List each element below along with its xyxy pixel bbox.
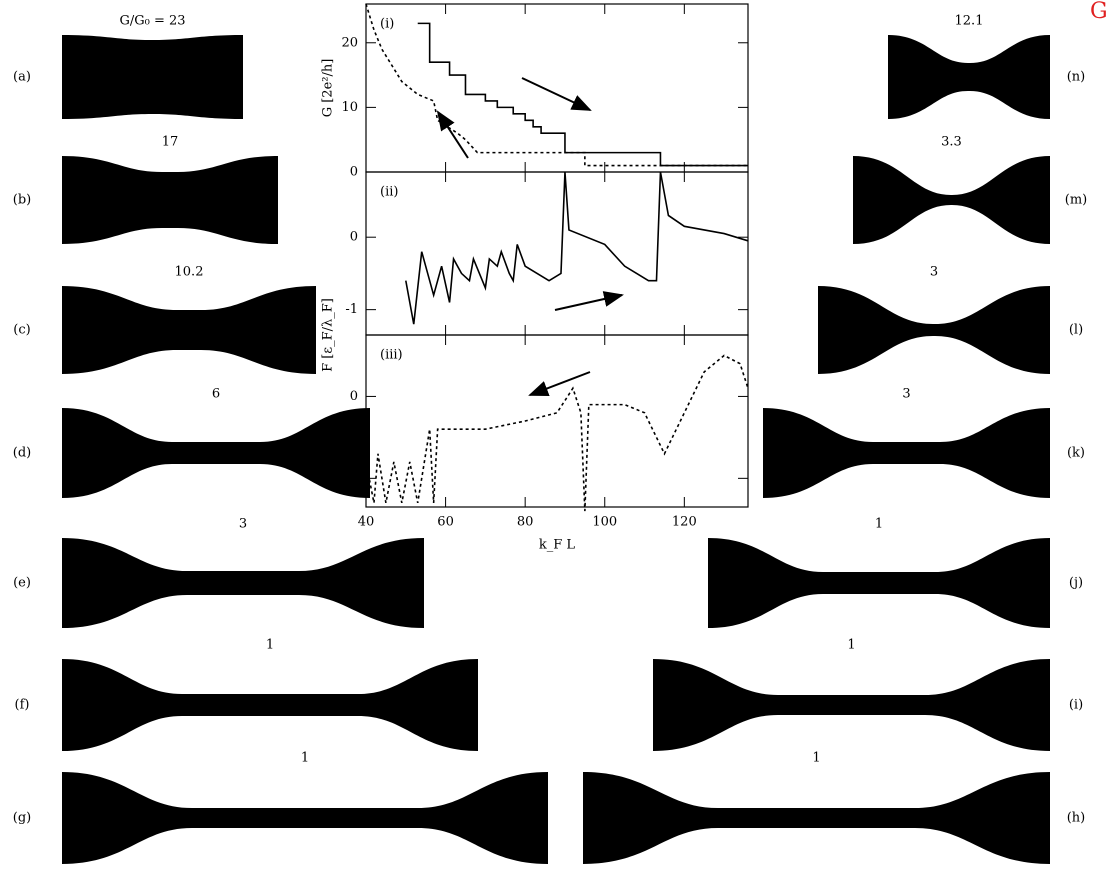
page: G (a) G/G₀ = 23 (b) 17 (c) 10.2 (d) 6 (e) 3 (f) 1 (g… <box>0 0 1107 875</box>
x-axis-label: k_F L <box>539 538 576 553</box>
conductance-label: 6 <box>212 387 220 402</box>
wire-shape <box>763 408 1050 498</box>
x-tick-label: 80 <box>517 515 534 530</box>
figure: G (a) G/G₀ = 23 (b) 17 (c) 10.2 (d) 6 (e) 3 (f) 1 (g… <box>0 0 1107 875</box>
panel-label: (ii) <box>380 185 398 200</box>
panel-frame <box>366 4 748 172</box>
wire-shape <box>583 772 1050 864</box>
wire-label: (n) <box>1067 70 1086 85</box>
wire-label: (l) <box>1069 323 1083 338</box>
wire-label: (b) <box>13 193 31 208</box>
x-tick-label: 100 <box>592 515 617 530</box>
conductance-label: 3 <box>902 387 910 402</box>
data-line <box>406 172 748 324</box>
wire-label: (a) <box>13 70 31 85</box>
wire-label: (f) <box>15 698 30 713</box>
conductance-label: 1 <box>847 638 855 653</box>
wire-shape <box>62 659 478 751</box>
wire-label: (h) <box>1067 811 1086 826</box>
wire-label: (d) <box>13 446 31 461</box>
x-tick-label: 60 <box>437 515 454 530</box>
wire-shape <box>888 35 1050 119</box>
conductance-label: G/G₀ = 23 <box>119 14 185 29</box>
conductance-label: 12.1 <box>955 14 984 29</box>
data-line <box>366 4 748 166</box>
conductance-label: 3 <box>239 517 247 532</box>
y-tick-label: 0 <box>350 389 358 404</box>
arrows <box>438 78 622 395</box>
wire-shape <box>62 538 424 628</box>
arrow <box>522 78 590 110</box>
conductance-label: 1 <box>812 751 820 766</box>
wire-label: (m) <box>1065 193 1087 208</box>
wire-label: (i) <box>1069 698 1083 713</box>
corner-mark: G <box>1090 0 1107 24</box>
wire-shape <box>708 538 1050 628</box>
y-tick-label: 0 <box>350 230 358 245</box>
y-tick-label: -1 <box>345 302 358 317</box>
wire-shape <box>62 35 243 119</box>
arrow <box>555 295 622 310</box>
wire-shape <box>62 772 548 864</box>
data-line <box>366 355 748 511</box>
y-tick-label: 10 <box>341 100 358 115</box>
x-tick-label: 120 <box>672 515 697 530</box>
y-tick-label: 0 <box>350 165 358 180</box>
wire-shape <box>62 408 370 498</box>
conductance-label: 3.3 <box>941 135 962 150</box>
y-tick-label: -1 <box>345 471 358 486</box>
y-axis-label: F [ε_F/λ_F] <box>321 298 336 372</box>
wire-shape <box>818 286 1050 374</box>
wire-label: (g) <box>13 811 31 826</box>
conductance-label: 10.2 <box>175 265 204 280</box>
conductance-label: 1 <box>266 638 274 653</box>
wire-shape <box>653 659 1050 751</box>
wire-label: (k) <box>1067 446 1085 461</box>
wire-label: (j) <box>1069 576 1083 591</box>
y-axis-label: G [2e²/h] <box>321 59 336 118</box>
panel-label: (iii) <box>380 348 403 363</box>
conductance-label: 1 <box>301 751 309 766</box>
arrow <box>438 112 468 158</box>
panel-frame <box>366 335 748 507</box>
data-line <box>418 23 748 165</box>
conductance-label: 3 <box>930 265 938 280</box>
panel-label: (i) <box>380 17 394 32</box>
y-tick-label: 20 <box>341 35 358 50</box>
conductance-label: 1 <box>875 517 883 532</box>
arrow <box>530 372 590 395</box>
wire-shape <box>853 156 1050 244</box>
conductance-label: 17 <box>162 135 179 150</box>
x-tick-label: 40 <box>358 515 375 530</box>
wire-shape <box>62 156 278 244</box>
wire-label: (e) <box>13 576 31 591</box>
wire-shape <box>62 286 316 374</box>
wire-label: (c) <box>13 323 30 338</box>
